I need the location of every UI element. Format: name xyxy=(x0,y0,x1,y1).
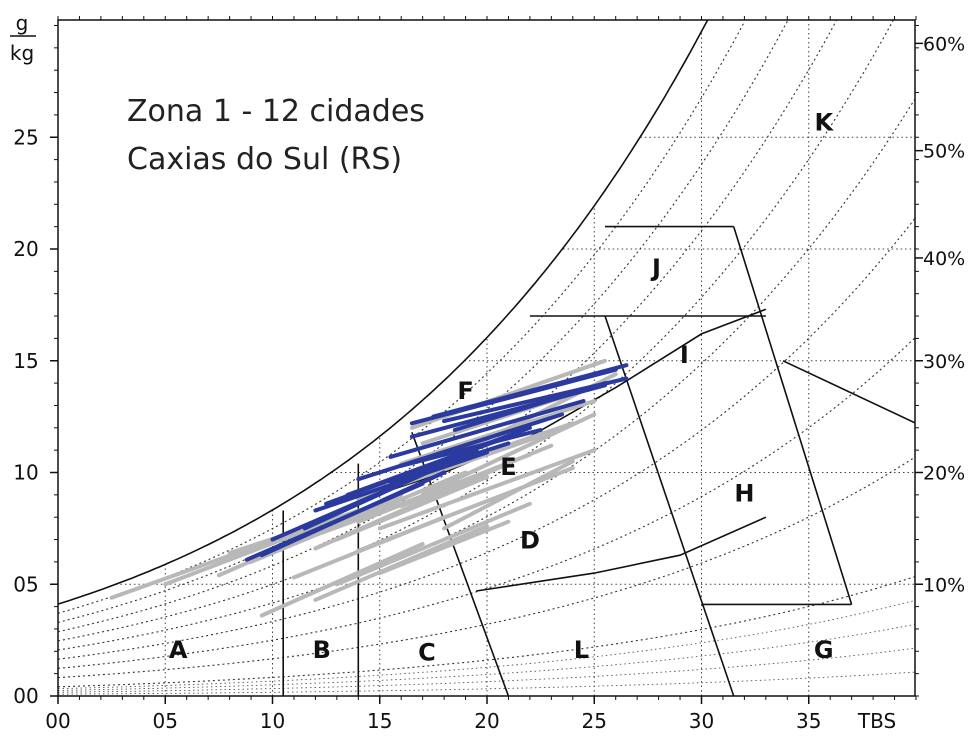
x-tick-label: 10 xyxy=(260,709,285,733)
rh-curve-low xyxy=(58,623,915,691)
zone-boundary-line xyxy=(476,516,767,592)
x-tick-label: 25 xyxy=(582,709,607,733)
y-tick-label: 00 xyxy=(13,684,38,708)
y-tick-label: 10 xyxy=(13,461,38,485)
data-series-line xyxy=(270,481,404,542)
y-tick-label: 25 xyxy=(13,125,38,149)
data-series-line xyxy=(377,448,597,531)
data-series-line xyxy=(356,412,565,482)
chart-title-line-2: Caxias do Sul (RS) xyxy=(127,142,402,177)
chart-title-line-1: Zona 1 - 12 cidades xyxy=(127,94,425,129)
y-unit-denominator: kg xyxy=(10,41,34,65)
data-series-line xyxy=(399,428,543,468)
zone-label-f: F xyxy=(457,377,473,405)
rh-label: 30% xyxy=(923,351,965,373)
zone-label-k: K xyxy=(814,109,834,137)
zone-label-d: D xyxy=(520,527,540,555)
y-tick-label: 20 xyxy=(13,237,38,261)
rh-label: 50% xyxy=(923,141,965,163)
zone-label-h: H xyxy=(734,480,754,508)
data-series-line xyxy=(259,470,447,558)
data-series-line xyxy=(388,399,586,459)
rh-curve xyxy=(58,97,915,651)
x-tick-label: 05 xyxy=(153,709,178,733)
data-series-line xyxy=(388,441,511,484)
data-series-line xyxy=(452,381,607,432)
zone-label-a: A xyxy=(169,636,188,664)
zone-label-b: B xyxy=(313,636,331,664)
data-series-line xyxy=(270,486,447,553)
x-tick-label: 20 xyxy=(474,709,499,733)
rh-curve-low xyxy=(58,647,915,693)
zone-boundary-line xyxy=(604,315,735,696)
data-series-line xyxy=(334,475,489,542)
chart-labels: g kg Zona 1 - 12 cidades Caxias do Sul (… xyxy=(10,11,896,733)
x-tick-label: 00 xyxy=(45,709,70,733)
data-series-line xyxy=(259,542,425,618)
x-tick-label: 35 xyxy=(796,709,821,733)
zone-boundaries xyxy=(282,225,915,696)
data-series-line xyxy=(431,363,629,419)
y-tick-label: 15 xyxy=(13,349,38,373)
zone-label-j: J xyxy=(650,254,661,282)
zone-boundary-line xyxy=(782,360,915,424)
x-tick-label: 15 xyxy=(367,709,392,733)
zone-boundary-line xyxy=(732,226,853,605)
data-series xyxy=(109,358,629,618)
rh-label: 20% xyxy=(923,463,965,485)
rh-label: 60% xyxy=(923,33,965,55)
zone-label-e: E xyxy=(500,453,516,481)
y-unit-numerator: g xyxy=(16,11,29,35)
rh-curve xyxy=(58,20,838,633)
zone-label-g: G xyxy=(814,636,834,664)
zone-label-l: L xyxy=(574,636,589,664)
saturation-curve xyxy=(58,20,709,605)
data-series-line xyxy=(291,515,447,580)
data-series-line xyxy=(334,501,532,587)
y-tick-label: 05 xyxy=(13,572,38,596)
data-series-line xyxy=(313,450,489,513)
rh-label: 40% xyxy=(923,248,965,270)
axis-ticks: 00 05 10 15 20 25 30 35 00 05 10 15 20 25 10% 20% 30% 40%… xyxy=(13,16,965,733)
x-tick-label: 30 xyxy=(689,709,714,733)
data-series-line xyxy=(442,459,575,531)
rh-label: 10% xyxy=(923,574,965,596)
data-series-line xyxy=(377,519,511,576)
zone-label-i: I xyxy=(680,341,689,369)
x-axis-label: TBS xyxy=(857,709,896,733)
data-series-line xyxy=(420,412,597,497)
zone-label-c: C xyxy=(418,638,436,666)
